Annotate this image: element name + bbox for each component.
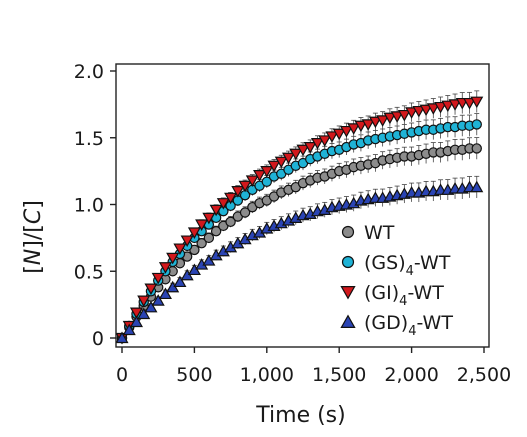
data-point <box>310 137 325 150</box>
data-point <box>151 272 165 285</box>
data-point <box>434 101 448 114</box>
data-point <box>231 186 245 198</box>
y-tick-label: 0.5 <box>74 261 104 283</box>
data-point <box>260 166 274 178</box>
series-4 <box>115 175 484 344</box>
x-tick-label: 0 <box>116 364 128 386</box>
legend-marker <box>341 225 355 239</box>
data-point <box>361 119 375 131</box>
legend-marker <box>340 314 356 328</box>
x-tick-label: 1,000 <box>240 364 294 386</box>
data-point <box>210 225 222 237</box>
data-point <box>122 323 136 336</box>
data-point <box>303 141 317 154</box>
y-tick-label: 0 <box>92 328 104 350</box>
data-point <box>448 99 462 111</box>
data-point <box>441 100 455 113</box>
data-point <box>397 109 411 122</box>
data-point <box>245 175 259 187</box>
data-point <box>368 116 382 129</box>
legend: WT (GS)4-WT (GI)4-WT (GD)4-WT <box>340 222 453 339</box>
legend-label: (GD)4-WT <box>364 312 453 339</box>
data-point <box>238 180 252 193</box>
data-point <box>296 144 310 157</box>
data-point <box>202 212 216 225</box>
data-point <box>144 283 158 296</box>
data-point <box>129 307 144 320</box>
data-point <box>173 243 187 256</box>
data-point <box>224 192 238 205</box>
data-point <box>180 235 194 248</box>
data-point <box>144 300 158 313</box>
legend-label: (GS)4-WT <box>364 252 451 279</box>
data-point <box>470 96 484 109</box>
plot-area <box>115 90 484 345</box>
data-point <box>471 119 482 130</box>
data-point <box>253 170 267 182</box>
data-point <box>129 315 144 328</box>
data-point <box>281 152 296 165</box>
data-point <box>347 123 361 135</box>
x-tick-label: 2,500 <box>457 364 511 386</box>
data-point <box>209 204 223 217</box>
data-point <box>173 275 187 288</box>
data-point <box>216 198 230 210</box>
axes: 0 500 1,000 1,500 2,000 2,500 0 0.5 1.0 1.5 2.0 <box>74 61 511 386</box>
data-point <box>383 112 397 125</box>
data-point <box>325 131 339 143</box>
plot-frame <box>115 63 490 348</box>
data-point <box>267 160 281 173</box>
data-point <box>412 105 426 118</box>
data-point <box>137 307 151 320</box>
data-point <box>187 227 201 240</box>
data-point <box>376 115 390 127</box>
y-tick-label: 1.5 <box>74 128 104 150</box>
data-point <box>332 128 346 141</box>
data-point <box>419 104 433 117</box>
data-point <box>151 294 165 306</box>
data-point <box>274 156 288 169</box>
x-tick-label: 1,500 <box>312 364 366 386</box>
legend-marker <box>340 286 356 300</box>
data-point <box>318 135 332 147</box>
y-tick-label: 2.0 <box>74 61 104 83</box>
data-point <box>195 219 209 231</box>
data-point <box>426 103 440 115</box>
data-point <box>289 148 303 161</box>
data-point <box>354 120 368 133</box>
x-axis-title: Time (s) <box>255 403 345 428</box>
data-point <box>462 97 477 110</box>
x-tick-label: 500 <box>176 364 212 386</box>
data-point <box>390 111 404 123</box>
data-point <box>115 331 129 344</box>
data-point <box>239 207 251 218</box>
data-point <box>158 287 172 300</box>
legend-label: WT <box>364 222 395 244</box>
data-point <box>203 232 215 244</box>
data-point <box>339 125 353 138</box>
data-point <box>470 180 484 193</box>
data-point <box>225 216 236 228</box>
data-point <box>158 262 172 274</box>
data-point <box>196 238 207 249</box>
data-point <box>405 107 419 119</box>
data-point <box>166 252 180 265</box>
legend-label: (GI)4-WT <box>364 282 444 309</box>
y-tick-label: 1.0 <box>74 195 104 217</box>
y-axis-title: [N]/[C] <box>21 200 46 274</box>
x-tick-label: 2,000 <box>384 364 438 386</box>
legend-marker <box>341 255 355 269</box>
data-point <box>137 295 151 308</box>
data-point <box>471 143 482 154</box>
